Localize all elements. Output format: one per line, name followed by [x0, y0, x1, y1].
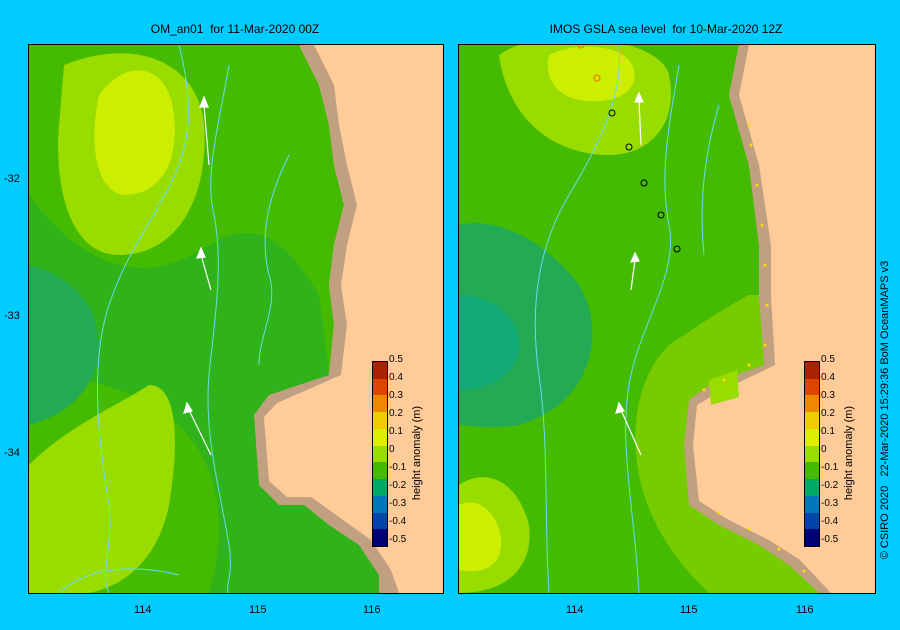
colorbar-tick: -0.5 [389, 534, 407, 545]
colorbar-tick: 0.4 [389, 372, 403, 383]
ocean-right [459, 45, 819, 593]
colorbar-tick: 0.1 [389, 426, 403, 437]
colorbar-ticks-right: 0.5 0.4 0.3 0.2 0.1 0 -0.1 -0.2 -0.3 -0.… [821, 354, 855, 554]
colorbar-tick: 0.3 [821, 390, 835, 401]
map-left: 0.5 0.4 0.3 0.2 0.1 0 -0.1 -0.2 -0.3 -0.… [28, 44, 444, 594]
colorbar-tick: -0.1 [389, 462, 407, 473]
colorbar-tick: -0.3 [821, 498, 839, 509]
colorbar-left [372, 361, 388, 547]
coastal-dots-right [702, 123, 806, 573]
current-arrows-left [183, 95, 212, 456]
colorbar-tick: -0.3 [389, 498, 407, 509]
colorbar-tick: 0 [821, 444, 827, 455]
map-right: 0.5 0.4 0.3 0.2 0.1 0 -0.1 -0.2 -0.3 -0.… [458, 44, 876, 594]
y-tick-label: -32 [4, 173, 20, 185]
colorbar-tick: -0.1 [821, 462, 839, 473]
x-tick-label: 115 [680, 604, 698, 616]
colorbar-tick: -0.5 [821, 534, 839, 545]
colorbar-tick: 0 [389, 444, 395, 455]
colorbar-tick: -0.4 [389, 516, 407, 527]
y-tick-label: -34 [4, 447, 20, 459]
y-tick-label: -33 [4, 310, 20, 322]
colorbar-tick: -0.2 [389, 480, 407, 491]
colorbar-tick: 0.2 [821, 408, 835, 419]
colorbar-tick: 0.1 [821, 426, 835, 437]
x-tick-label: 114 [134, 604, 152, 616]
x-tick-label: 116 [363, 604, 381, 616]
colorbar-tick: 0.5 [389, 354, 403, 365]
contours-left [58, 45, 290, 593]
x-tick-label: 116 [796, 604, 814, 616]
colorbar-label-left: height anomaly (m) [411, 405, 423, 501]
colorbar-tick: 0.2 [389, 408, 403, 419]
colorbar-ticks-left: 0.5 0.4 0.3 0.2 0.1 0 -0.1 -0.2 -0.3 -0.… [389, 354, 423, 554]
colorbar-right [804, 361, 820, 547]
contours-right [534, 45, 720, 593]
colorbar-tick: 0.5 [821, 354, 835, 365]
copyright-text: © CSIRO 2020 22-Mar-2020 15:29:36 BoM Oc… [879, 260, 891, 560]
observation-dots-right [577, 45, 681, 253]
colorbar-tick: -0.4 [821, 516, 839, 527]
panel-title-left: OM_an01 for 11-Mar-2020 00Z [150, 22, 320, 36]
current-arrows-right [615, 91, 644, 456]
x-tick-label: 114 [566, 604, 584, 616]
colorbar-tick: 0.3 [389, 390, 403, 401]
colorbar-label-right: height anomaly (m) [843, 405, 855, 501]
colorbar-tick: -0.2 [821, 480, 839, 491]
panel-title-right: IMOS GSLA sea level for 10-Mar-2020 12Z [549, 22, 783, 36]
x-tick-label: 115 [249, 604, 267, 616]
colorbar-tick: 0.4 [821, 372, 835, 383]
